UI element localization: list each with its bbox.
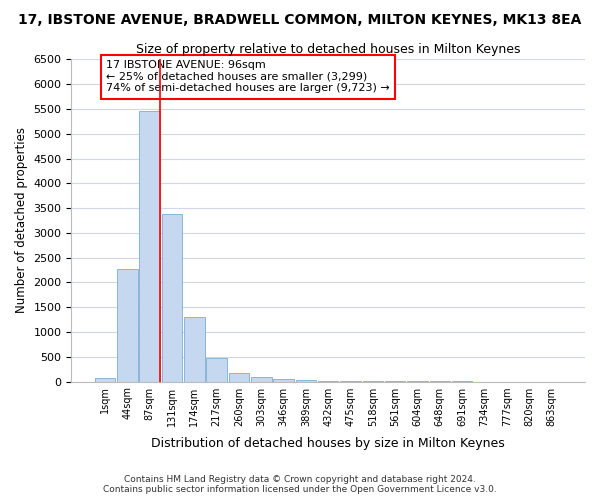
Bar [229,374,249,382]
Text: Contains HM Land Registry data © Crown copyright and database right 2024.
Contai: Contains HM Land Registry data © Crown c… [103,474,497,494]
Bar [139,112,160,382]
Text: 17, IBSTONE AVENUE, BRADWELL COMMON, MILTON KEYNES, MK13 8EA: 17, IBSTONE AVENUE, BRADWELL COMMON, MIL… [19,12,581,26]
Y-axis label: Number of detached properties: Number of detached properties [15,128,28,314]
Bar [318,380,338,382]
Bar [296,380,316,382]
Bar [117,269,137,382]
Bar [206,358,227,382]
Bar [184,316,205,382]
Bar [95,378,115,382]
Bar [251,377,272,382]
X-axis label: Distribution of detached houses by size in Milton Keynes: Distribution of detached houses by size … [151,437,505,450]
Bar [162,214,182,382]
Title: Size of property relative to detached houses in Milton Keynes: Size of property relative to detached ho… [136,42,520,56]
Bar [273,378,294,382]
Text: 17 IBSTONE AVENUE: 96sqm
← 25% of detached houses are smaller (3,299)
74% of sem: 17 IBSTONE AVENUE: 96sqm ← 25% of detach… [106,60,390,94]
